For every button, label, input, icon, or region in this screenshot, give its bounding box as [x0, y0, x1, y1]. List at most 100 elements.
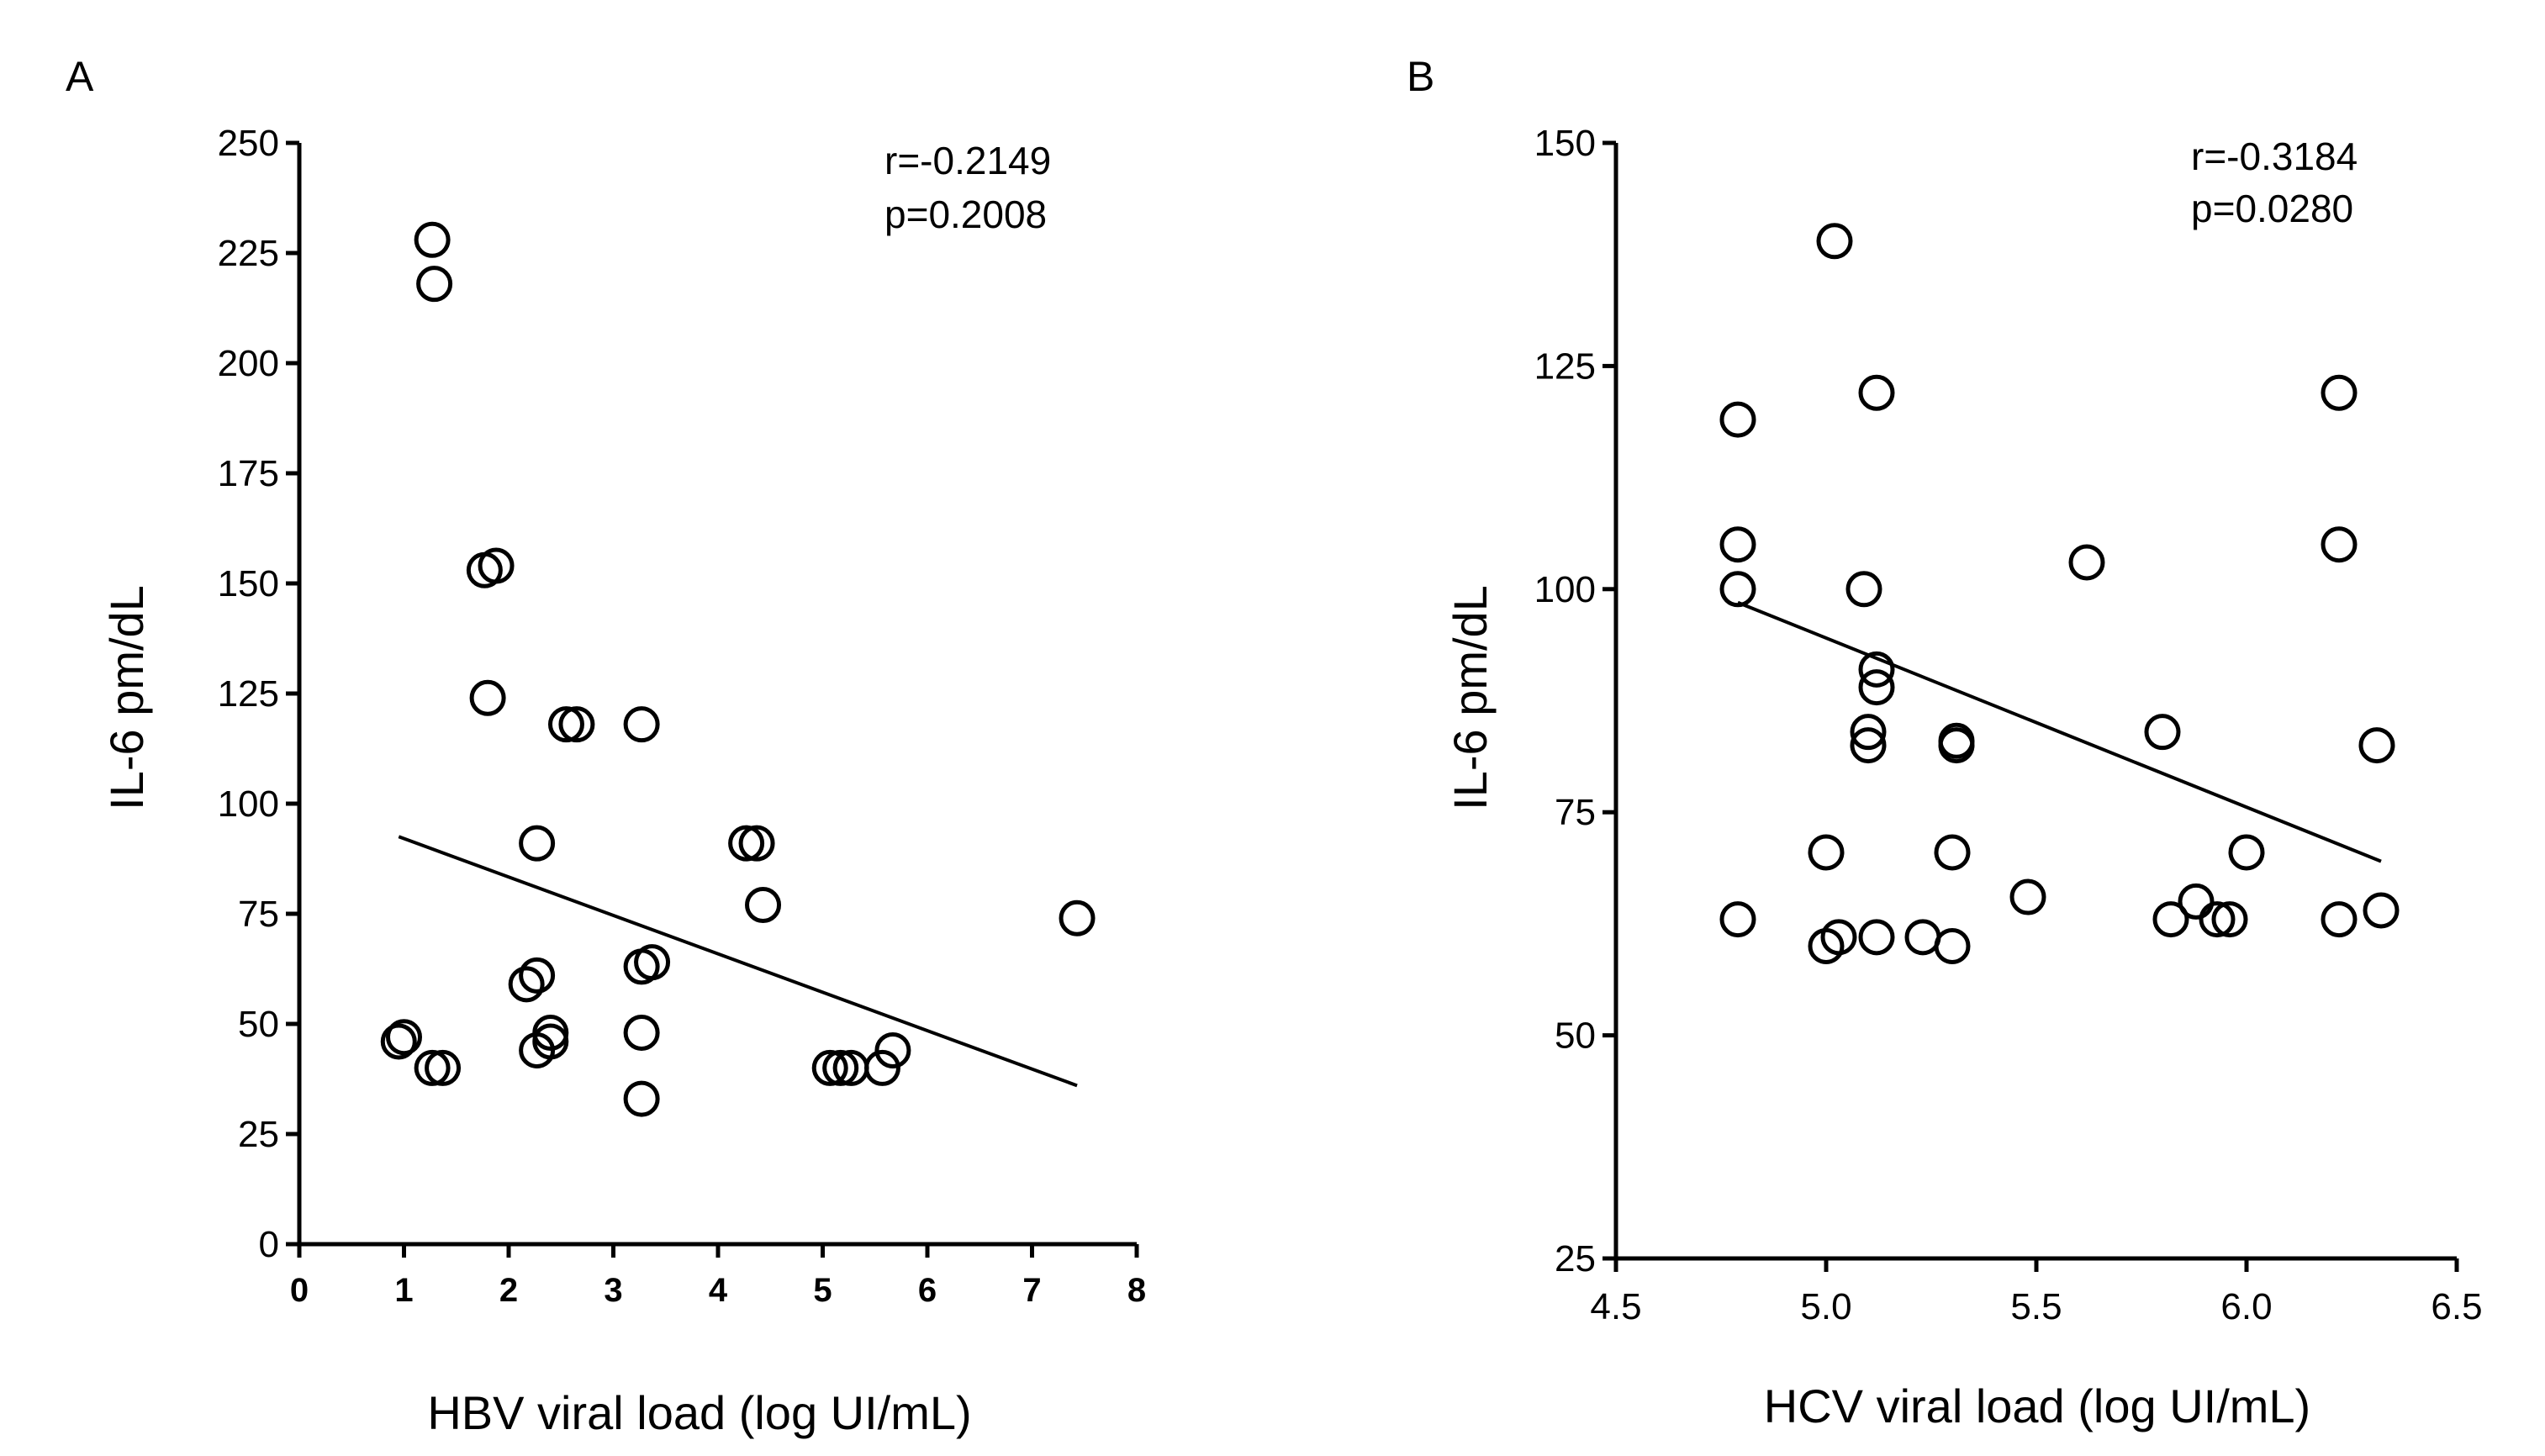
panel-a-data-point	[508, 966, 545, 1003]
panel-a-chart: A r=-0.2149 p=0.2008 HBV viral load (log…	[66, 53, 1146, 1439]
panel-a-y-tick-label: 50	[238, 1004, 279, 1045]
panel-b-x-tick-label: 6.5	[2431, 1286, 2482, 1327]
panel-b-data-point	[2211, 901, 2248, 938]
panel-a-data-point	[874, 1031, 911, 1068]
panel-b-data-point	[2144, 714, 2181, 751]
panel-a-regression-line	[398, 835, 1078, 1088]
panel-a-data-point	[425, 1049, 462, 1086]
panel-b-data-point	[1850, 714, 1887, 751]
panel-a-data-point	[738, 825, 775, 862]
panel-b-p-value: p=0.0280	[2191, 187, 2353, 230]
panel-a-x-tick-label: 4	[709, 1272, 728, 1309]
panel-a-y-tick-label: 225	[218, 233, 279, 274]
panel-b-x-tick-label: 4.5	[1590, 1286, 1641, 1327]
panel-b-data-point	[1934, 834, 1971, 871]
panel-b-data-point	[1858, 669, 1895, 706]
panel-a-data-point	[811, 1049, 848, 1086]
panel-a-data-point	[519, 825, 556, 862]
panel-b-data-point	[1719, 526, 1756, 563]
panel-b-y-tick-label: 100	[1534, 569, 1596, 610]
panel-b-data-point	[1820, 919, 1857, 956]
panel-b-data-point	[1816, 223, 1853, 260]
panel-b-data-point	[2358, 727, 2395, 764]
panel-b-data-point	[1858, 374, 1895, 411]
panel-a-data-point	[386, 1019, 422, 1056]
panel-a-p-value: p=0.2008	[884, 193, 1047, 236]
panel-a-x-tick-label: 5	[813, 1272, 832, 1309]
panel-a-data-point	[558, 706, 595, 743]
panel-b-data-point	[1934, 927, 1971, 964]
panel-b-data-point	[1850, 727, 1887, 764]
panel-a-letter: A	[66, 53, 94, 100]
panel-b-data-point	[1845, 571, 1882, 608]
panel-a-y-tick-label: 75	[238, 894, 279, 935]
panel-b-r-value: r=-0.3184	[2191, 135, 2358, 178]
panel-a-data-point	[623, 706, 660, 743]
panel-b-data-point	[1808, 834, 1845, 871]
panel-a-y-tick-label: 150	[218, 563, 279, 604]
panel-b-data-point	[2321, 901, 2358, 938]
panel-b-data-point	[2199, 901, 2236, 938]
panel-b-y-tick-label: 25	[1555, 1238, 1596, 1279]
panel-b-y-tick-label: 125	[1534, 346, 1596, 387]
panel-a-y-axis-title: IL-6 pm/dL	[100, 585, 153, 810]
panel-b-data-point	[2009, 878, 2046, 915]
panel-b-x-tick-label: 5.5	[2010, 1286, 2062, 1327]
panel-a-x-tick-label: 2	[499, 1272, 518, 1309]
panel-a-y-tick-label: 175	[218, 453, 279, 494]
panel-a-data-point	[416, 266, 453, 303]
panel-a-y-tick-label: 250	[218, 123, 279, 164]
panel-b-data-point	[2228, 834, 2265, 871]
panel-b-regression-line	[1737, 600, 2382, 863]
panel-b-data-point	[2321, 526, 2358, 563]
panel-b-chart: B r=-0.3184 p=0.0280 HCV viral load (log…	[1407, 53, 2483, 1432]
panel-b-data-point	[1938, 727, 1975, 764]
panel-a-x-tick-label: 1	[394, 1272, 413, 1309]
panel-a-data-point	[623, 1080, 660, 1117]
panel-b-data-point	[1719, 571, 1756, 608]
panel-a-data-point	[532, 1023, 569, 1060]
panel-a-data-point	[478, 547, 515, 584]
panel-a-y-tick-label: 25	[238, 1114, 279, 1155]
panel-a-data-point	[469, 679, 506, 716]
panel-a-data-point	[1059, 899, 1096, 936]
panel-a-data-point	[519, 957, 556, 994]
panel-a-r-value: r=-0.2149	[884, 139, 1051, 182]
panel-a-y-tick-label: 200	[218, 343, 279, 384]
panel-a-data-point	[634, 944, 671, 981]
panel-b-data-point	[1858, 651, 1895, 688]
panel-b-y-tick-label: 50	[1555, 1016, 1596, 1057]
panel-b-x-axis-title: HCV viral load (log UI/mL)	[1764, 1380, 2310, 1432]
panel-b-data-point	[2152, 901, 2189, 938]
panel-b-data-point	[2363, 892, 2400, 929]
panel-b-data-point	[2068, 544, 2105, 581]
panel-b-letter: B	[1407, 53, 1434, 100]
panel-a-y-tick-label: 0	[259, 1224, 279, 1265]
panel-a-data-point	[414, 221, 451, 258]
panel-b-y-tick-label: 150	[1534, 123, 1596, 164]
panel-b-data-point	[2321, 374, 2358, 411]
panel-a-data-point	[623, 1014, 660, 1051]
panel-b-data-point	[1904, 919, 1941, 956]
panel-a-x-tick-label: 3	[604, 1272, 622, 1309]
panel-a-x-tick-label: 0	[290, 1272, 309, 1309]
panel-a-y-tick-label: 100	[218, 783, 279, 825]
panel-b-x-tick-label: 5.0	[1800, 1286, 1851, 1327]
panel-a-x-tick-label: 7	[1022, 1272, 1041, 1309]
panel-a-x-tick-label: 6	[918, 1272, 937, 1309]
panel-b-data-point	[1719, 401, 1756, 438]
panel-a-data-point	[414, 1049, 451, 1086]
panel-b-y-tick-label: 75	[1555, 792, 1596, 833]
panel-a-y-tick-label: 125	[218, 673, 279, 715]
panel-b-y-axis-title: IL-6 pm/dL	[1444, 585, 1497, 810]
panel-a-data-point	[728, 825, 765, 862]
panel-b-x-tick-label: 6.0	[2220, 1286, 2272, 1327]
panel-a-data-point	[745, 887, 782, 924]
panel-a-x-tick-label: 8	[1127, 1272, 1146, 1309]
panel-b-data-point	[1719, 901, 1756, 938]
panel-a-data-point	[547, 706, 584, 743]
panel-a-x-axis-title: HBV viral load (log UI/mL)	[427, 1386, 971, 1439]
panel-b-data-point	[1858, 919, 1895, 956]
panel-b-data-point	[2178, 883, 2215, 920]
